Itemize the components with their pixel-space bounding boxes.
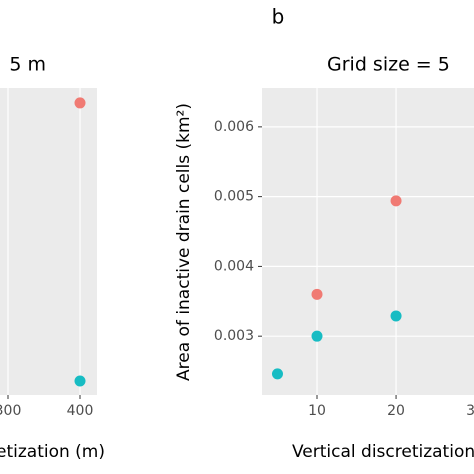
panel-letter: b <box>272 5 285 29</box>
point <box>271 368 283 380</box>
y-tick-label: 0.005 <box>214 189 254 205</box>
y-tick-label: 0.003 <box>214 328 254 344</box>
point <box>390 310 402 322</box>
point <box>390 195 402 207</box>
x-tick-label: 20 <box>387 403 405 419</box>
x-axis-title: Vertical discretization (m) <box>292 442 474 462</box>
point <box>74 375 86 387</box>
point <box>311 288 323 300</box>
plot-background <box>262 88 474 395</box>
panel-title: 5 m <box>9 54 46 76</box>
y-tick-label: 0.006 <box>214 119 254 135</box>
x-tick-label: 30 <box>466 403 474 419</box>
panel-title: Grid size = 5 <box>327 54 450 76</box>
point <box>74 97 86 109</box>
x-tick-label: 400 <box>67 403 94 419</box>
y-tick-label: 0.004 <box>214 258 254 274</box>
x-tick-label: 10 <box>308 403 326 419</box>
y-axis-title: Area of inactive drain cells (km²) <box>174 103 194 381</box>
plot-background <box>0 88 97 395</box>
point <box>311 330 323 342</box>
x-tick-label: 300 <box>0 403 21 419</box>
x-axis-title: Vertical discretization (m) <box>0 442 105 462</box>
